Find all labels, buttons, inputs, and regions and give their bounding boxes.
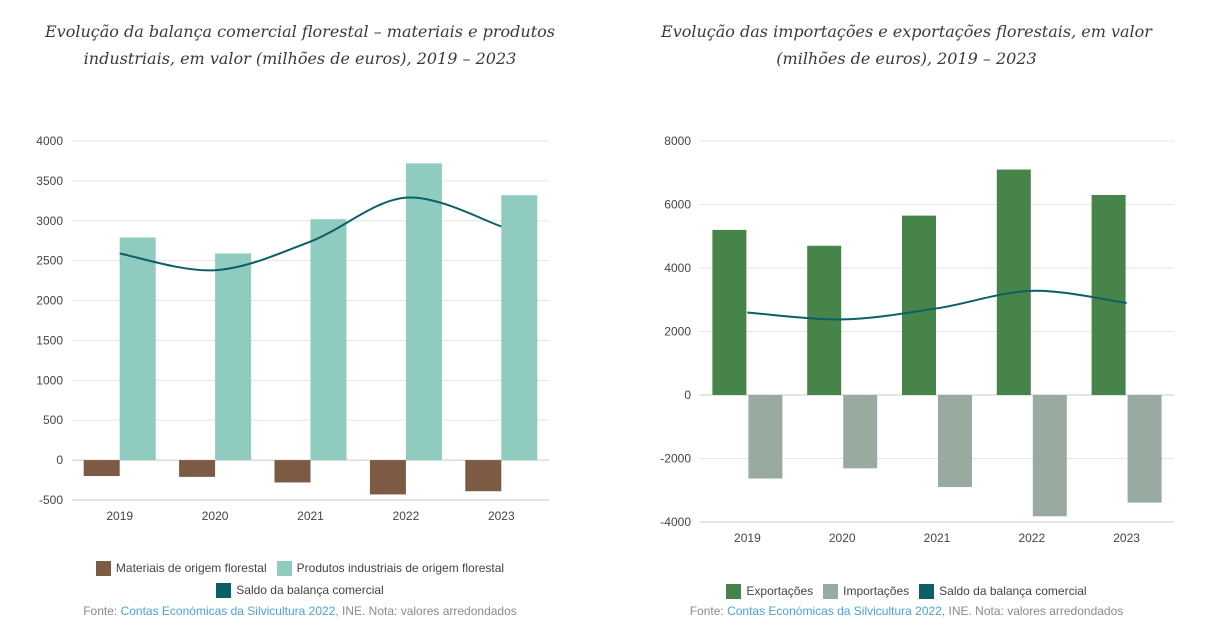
source-suffix: , INE. Nota: valores arredondados [335,604,517,618]
y-tick-label: 0 [56,453,63,467]
bar-produtos [215,253,252,461]
source-prefix: Fonte: [83,604,121,618]
legend-swatch [95,560,111,576]
bar-materiais [274,460,311,483]
y-tick-label: 3000 [36,214,63,228]
legend-item-importacoes[interactable]: Importações [823,583,910,599]
source-note: Fonte: Contas Económicas da Silvicultura… [604,604,1209,618]
bar-importacoes [938,395,972,488]
chart-title-line-2: industriais, em valor (milhões de euros)… [83,49,517,68]
y-tick-label: -2000 [660,452,691,466]
chart-title-line-2: (milhões de euros), 2019 – 2023 [776,49,1037,68]
chart-legend: Exportações Importações Saldo da balança… [604,580,1209,602]
legend-label: Exportações [746,584,814,598]
y-tick-label: 2500 [36,254,63,268]
bar-materiais [83,460,120,477]
x-tick-label: 2022 [393,509,420,523]
legend-label: Importações [843,584,910,598]
legend-label: Saldo da balança comercial [236,583,384,597]
bar-importacoes [748,395,783,479]
legend-item-saldo[interactable]: Saldo da balança comercial [919,583,1087,599]
legend-label: Materiais de origem florestal [115,561,267,575]
chart-plot: -4000 -2000 0 2000 4000 6000 8000 2019 2020 2021 2… [660,134,1174,545]
bar-materiais [179,460,216,477]
y-tick-label: 0 [684,388,691,402]
x-tick-label: 2019 [106,509,133,523]
legend-swatch [276,560,292,576]
bar-exportacoes [996,169,1031,395]
line-saldo-balanca [747,289,1127,321]
bar-produtos [405,163,442,461]
y-tick-label: -500 [39,493,63,507]
bar-exportacoes [902,215,936,395]
y-tick-label: 500 [43,413,63,427]
y-tick-label: 4000 [36,134,63,148]
chart-title: Evolução da balança comercial florestal … [0,18,600,72]
chart-panel-importacoes-exportacoes: Evolução das importações e exportações f… [604,0,1209,639]
bar-materiais [465,460,502,492]
line-saldo-balanca [119,196,502,272]
x-tick-label: 2023 [488,509,515,523]
chart-panel-balanca: Evolução da balança comercial florestal … [0,0,600,639]
y-tick-label: 3500 [36,174,63,188]
x-tick-label: 2020 [829,531,856,545]
source-suffix: , INE. Nota: valores arredondados [941,604,1124,618]
legend-item-materiais[interactable]: Materiais de origem florestal [95,560,267,576]
legend-swatch [216,582,232,598]
source-link[interactable]: Contas Económicas da Silvicultura 2022 [727,604,942,618]
legend-label: Produtos industriais de origem florestal [296,561,505,575]
source-note: Fonte: Contas Económicas da Silvicultura… [0,604,600,618]
y-tick-label: 1500 [36,333,63,347]
bar-produtos [310,219,347,461]
bar-exportacoes [1091,194,1126,395]
y-tick-label: 2000 [664,325,691,339]
chart-title-line-1: Evolução das importações e exportações f… [661,22,1152,41]
x-tick-label: 2022 [1018,531,1045,545]
x-tick-label: 2021 [297,509,324,523]
legend-swatch [919,583,935,599]
legend-label: Saldo da balança comercial [939,584,1087,598]
chart-legend: Materiais de origem florestal Produtos i… [0,557,600,601]
source-link[interactable]: Contas Económicas da Silvicultura 2022 [120,604,336,618]
source-prefix: Fonte: [689,604,728,618]
y-tick-label: 4000 [664,261,691,275]
bar-importacoes [1127,395,1162,503]
chart-title: Evolução das importações e exportações f… [604,18,1209,72]
x-tick-label: 2023 [1113,531,1140,545]
legend-item-produtos[interactable]: Produtos industriais de origem florestal [276,560,505,576]
chart-title-line-1: Evolução da balança comercial florestal … [44,22,555,41]
legend-swatch [823,583,839,599]
chart-plot: -500 0 500 1000 1500 2000 2500 3000 3500 4000 2019… [36,134,549,523]
legend-item-exportacoes[interactable]: Exportações [726,583,814,599]
x-tick-label: 2020 [202,509,229,523]
bar-materiais [369,460,406,495]
legend-swatch [726,583,742,599]
bar-importacoes [1032,395,1067,517]
bar-produtos [119,237,156,461]
bar-exportacoes [712,229,747,395]
x-tick-label: 2019 [734,531,761,545]
y-tick-label: 6000 [664,198,691,212]
y-tick-label: -4000 [660,515,691,529]
legend-item-saldo[interactable]: Saldo da balança comercial [216,582,384,598]
bar-importacoes [843,395,878,469]
bar-produtos [501,195,538,461]
y-tick-label: 1000 [36,373,63,387]
x-tick-label: 2021 [924,531,951,545]
y-tick-label: 8000 [664,134,691,148]
y-tick-label: 2000 [36,294,63,308]
